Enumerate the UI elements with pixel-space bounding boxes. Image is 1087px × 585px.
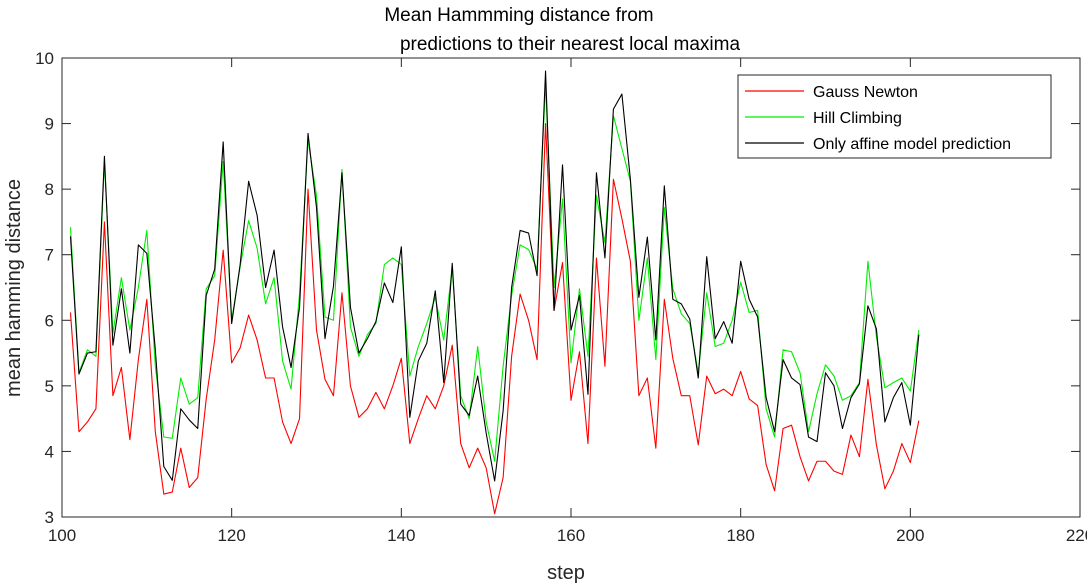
- y-tick-label: 5: [45, 377, 54, 396]
- legend: Gauss Newton Hill Climbing Only affine mod…: [737, 74, 1052, 159]
- plot-area: 100 120 140 160 180 200 220 3 4 5 6 7 8 9 10 Gauss Newt…: [35, 49, 1087, 545]
- y-tick-label: 9: [45, 115, 54, 134]
- x-tick-label: 160: [557, 526, 585, 545]
- x-axis-label: step: [547, 562, 585, 584]
- y-tick-label: 6: [45, 311, 54, 330]
- series-line-gauss-newton: [69, 123, 920, 515]
- x-tick-label: 140: [387, 526, 415, 545]
- chart-title-line-1: Mean Hammming distance from: [384, 5, 653, 26]
- x-tick-label: 180: [726, 526, 754, 545]
- y-axis-label: mean hamming distance: [3, 179, 25, 397]
- series-line-only-affine-model-prediction: [69, 70, 920, 482]
- x-tick-label: 200: [896, 526, 924, 545]
- y-tick-label: 4: [45, 442, 54, 461]
- x-tick-label: 220: [1066, 526, 1087, 545]
- y-tick-label: 7: [45, 246, 54, 265]
- y-tick-label: 10: [35, 49, 54, 68]
- x-tick-label: 100: [48, 526, 76, 545]
- legend-label-hill-climbing: Hill Climbing: [813, 110, 902, 127]
- legend-label-only-affine-model-prediction: Only affine model prediction: [813, 136, 1011, 153]
- y-tick-label: 8: [45, 180, 54, 199]
- chart-title-line-2: predictions to their nearest local maxim…: [400, 34, 740, 55]
- y-tick-label: 3: [45, 508, 54, 527]
- x-tick-label: 120: [217, 526, 245, 545]
- legend-label-gauss-newton: Gauss Newton: [813, 84, 918, 101]
